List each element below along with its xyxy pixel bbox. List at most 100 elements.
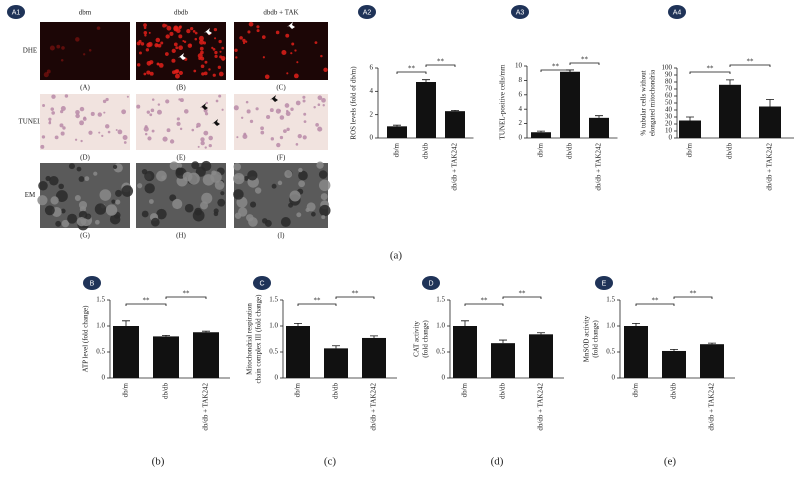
y-tick-label: 60 <box>665 92 673 100</box>
texture-dot <box>249 119 254 124</box>
texture-dot <box>296 212 302 218</box>
texture-dot <box>183 109 189 114</box>
texture-dot <box>54 135 59 140</box>
texture-dot <box>140 42 145 46</box>
texture-dot <box>214 54 218 58</box>
texture-dot <box>191 128 195 132</box>
y-tick-label: 0.5 <box>96 348 105 356</box>
bar <box>589 117 609 138</box>
image-label: (C) <box>276 84 286 92</box>
error-bar <box>632 323 640 326</box>
texture-dot <box>295 143 299 146</box>
texture-dot <box>264 74 270 80</box>
x-tick-label: db/db + TAK242 <box>202 383 210 431</box>
texture-dot <box>148 31 151 34</box>
texture-dot <box>286 127 290 132</box>
x-tick-label: db/db + TAK242 <box>766 143 774 191</box>
texture-dot <box>213 28 218 32</box>
error-bar <box>670 349 678 351</box>
texture-dot <box>102 99 107 104</box>
panel-label: D <box>428 280 433 287</box>
row-label: DHE <box>23 47 37 55</box>
texture-dot <box>208 68 211 71</box>
texture-dot <box>169 194 177 202</box>
texture-dot <box>214 37 217 40</box>
texture-dot <box>298 170 308 181</box>
panel-badge <box>422 276 440 290</box>
texture-dot <box>93 171 98 176</box>
texture-dot <box>203 130 209 136</box>
texture-dot <box>214 180 225 190</box>
texture-dot <box>240 116 244 119</box>
texture-dot <box>219 55 223 59</box>
texture-dot <box>178 34 183 39</box>
significance-bracket <box>689 71 731 74</box>
texture-dot <box>198 35 204 41</box>
y-tick-label: 1.5 <box>606 296 615 304</box>
texture-dot <box>141 210 149 218</box>
texture-dot <box>82 53 86 56</box>
column-header: dbdb + TAK <box>263 9 298 17</box>
texture-dot <box>220 191 225 196</box>
texture-dot <box>221 108 224 111</box>
arrow <box>178 53 186 60</box>
texture-dot <box>278 109 281 112</box>
error-bar <box>122 320 130 326</box>
bar <box>387 126 407 138</box>
texture-dot <box>204 146 207 149</box>
texture-dot <box>294 49 297 52</box>
texture-dot <box>171 48 176 53</box>
texture-dot <box>103 111 106 114</box>
texture-dot <box>48 120 52 123</box>
panel-label: A3 <box>516 9 525 16</box>
texture-dot <box>55 190 68 203</box>
texture-dot <box>217 198 226 207</box>
texture-dot <box>201 192 213 204</box>
texture-dot <box>321 97 326 103</box>
texture-dot <box>67 213 78 224</box>
arrow <box>287 22 295 29</box>
y-axis-label: MnSOD activity <box>583 315 591 362</box>
texture-dot <box>317 95 323 101</box>
texture-dot <box>197 145 200 148</box>
texture-dot <box>82 117 87 121</box>
texture-dot <box>204 112 209 116</box>
texture-dot <box>293 73 299 79</box>
texture-dot <box>155 37 161 43</box>
texture-dot <box>200 64 205 69</box>
y-tick-label: 6 <box>370 64 374 72</box>
texture-dot <box>112 164 118 170</box>
texture-dot <box>204 60 208 64</box>
y-axis-label: Mitochondrial respiration <box>246 303 254 375</box>
panel-label: A1 <box>12 9 21 16</box>
texture-dot <box>286 72 289 75</box>
x-tick-label: db/m <box>393 142 401 157</box>
bar <box>453 326 477 378</box>
texture-dot <box>208 135 213 141</box>
texture-dot <box>221 58 225 61</box>
texture-dot <box>284 170 293 179</box>
texture-dot <box>48 117 52 121</box>
texture-dot <box>289 190 301 202</box>
image-label: (E) <box>177 154 187 162</box>
x-tick-label: db/db + TAK242 <box>451 143 459 191</box>
texture-dot <box>111 199 116 204</box>
significance-bracket <box>569 62 600 65</box>
texture-dot <box>262 56 265 59</box>
texture-dot <box>285 111 291 117</box>
error-bar <box>499 339 507 344</box>
texture-dot <box>302 135 307 140</box>
panel-label: A4 <box>673 9 682 16</box>
texture-dot <box>144 132 148 136</box>
texture-dot <box>233 172 245 185</box>
bar <box>324 348 348 378</box>
texture-dot <box>234 48 238 53</box>
panel-label: B <box>90 280 95 287</box>
x-tick-label: db/m <box>461 382 469 397</box>
texture-dot <box>164 52 169 56</box>
texture-dot <box>176 117 180 121</box>
y-axis-label: elongated mitochondria <box>649 69 657 136</box>
texture-dot <box>314 41 318 44</box>
texture-dot <box>150 217 160 227</box>
texture-dot <box>43 72 49 78</box>
